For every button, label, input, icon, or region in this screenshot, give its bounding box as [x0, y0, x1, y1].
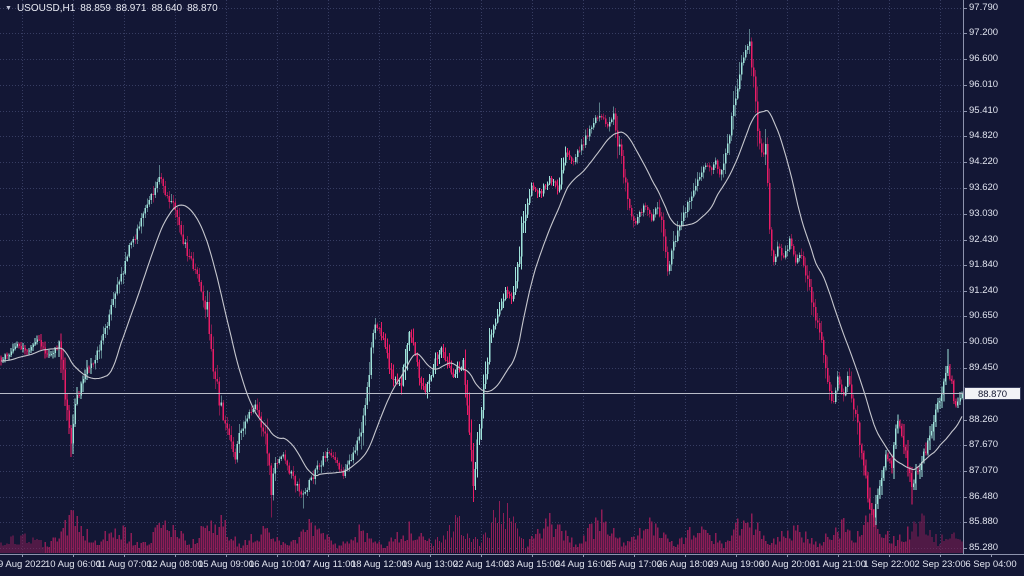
- time-axis-label: 19 Aug 13:00: [402, 559, 458, 570]
- price-axis-label: 85.880: [969, 516, 999, 527]
- price-axis-label: 92.430: [969, 234, 999, 245]
- price-axis-label: 87.070: [969, 465, 999, 476]
- time-axis-label: 31 Aug 21:00: [810, 559, 866, 570]
- time-axis-label: 30 Aug 20:00: [759, 559, 815, 570]
- chart-title: ▼ USOUSD,H1 88.859 88.971 88.640 88.870: [5, 3, 223, 14]
- price-axis-label: 86.480: [969, 491, 999, 502]
- time-axis-label: 11 Aug 07:00: [96, 559, 152, 570]
- volume-layer: [0, 501, 963, 553]
- price-axis-label: 91.840: [969, 259, 999, 270]
- time-axis-label: 9 Aug 2022: [0, 559, 47, 570]
- price-axis-label: 94.820: [969, 130, 999, 141]
- price-axis-label: 93.620: [969, 182, 999, 193]
- moving-average-line: [0, 109, 963, 477]
- time-axis-label: 18 Aug 12:00: [351, 559, 407, 570]
- time-axis-label: 1 Sep 22:00: [863, 559, 915, 570]
- price-axis-label: 97.200: [969, 27, 999, 38]
- price-axis-label: 93.030: [969, 208, 999, 219]
- dropdown-marker-icon[interactable]: ▼: [5, 5, 12, 12]
- price-axis-label: 91.240: [969, 285, 999, 296]
- price-axis-label: 89.450: [969, 362, 999, 373]
- ohlc-high-value: 88.971: [115, 3, 147, 14]
- grid-layer: [0, 0, 963, 554]
- symbol-period-label: USOUSD,H1: [16, 3, 76, 14]
- price-axis-label: 90.650: [969, 310, 999, 321]
- time-axis-label: 24 Aug 16:00: [555, 559, 611, 570]
- time-axis-label: 2 Sep 23:00: [914, 559, 966, 570]
- time-axis-label: 16 Aug 10:00: [249, 559, 305, 570]
- time-axis-label: 12 Aug 08:00: [147, 559, 203, 570]
- time-axis-label: 29 Aug 19:00: [708, 559, 764, 570]
- price-axis-label: 97.790: [969, 2, 999, 13]
- price-axis-label: 87.670: [969, 439, 999, 450]
- price-axis-label: 94.220: [969, 156, 999, 167]
- candles-layer: [0, 29, 963, 527]
- price-axis-label: 96.010: [969, 79, 999, 90]
- ohlc-close-value: 88.870: [187, 3, 218, 14]
- time-axis-label: 25 Aug 17:00: [606, 559, 662, 570]
- time-axis-label: 22 Aug 14:00: [453, 559, 509, 570]
- time-axis-label: 23 Aug 15:00: [504, 559, 560, 570]
- price-axis-label: 88.260: [969, 414, 999, 425]
- price-axis-label: 90.050: [969, 336, 999, 347]
- time-axis-label: 10 Aug 06:00: [45, 559, 101, 570]
- ohlc-low-value: 88.640: [151, 3, 183, 14]
- time-axis-label: 26 Aug 18:00: [657, 559, 713, 570]
- axis-border-lines: [0, 0, 1024, 557]
- current-price-badge: 88.870: [964, 387, 1021, 400]
- time-axis-label: 15 Aug 09:00: [198, 559, 254, 570]
- price-axis-label: 96.600: [969, 53, 999, 64]
- ohlc-open-value: 88.859: [80, 3, 111, 14]
- price-axis-label: 95.410: [969, 105, 999, 116]
- time-axis-label: 17 Aug 11:00: [300, 559, 356, 570]
- time-axis-label: 6 Sep 04:00: [965, 559, 1017, 570]
- price-axis-label: 85.280: [969, 542, 999, 553]
